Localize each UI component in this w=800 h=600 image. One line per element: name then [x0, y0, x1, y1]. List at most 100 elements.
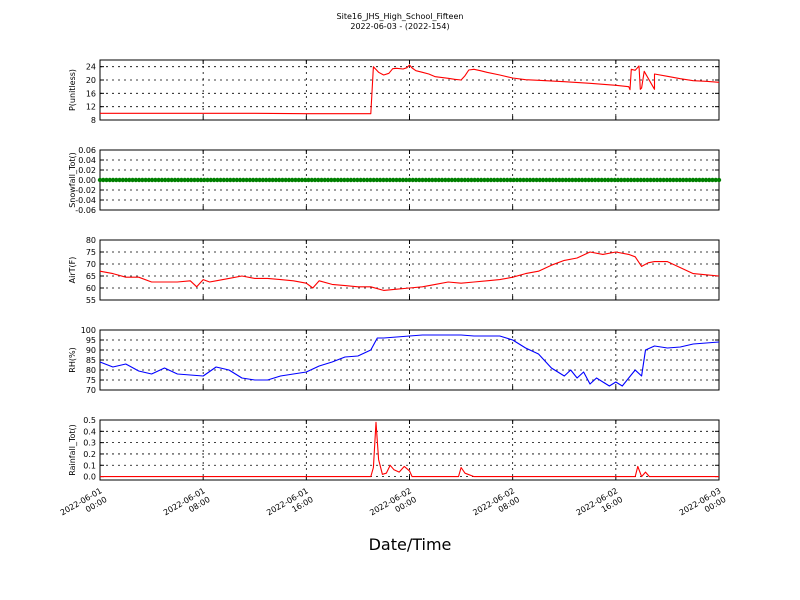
- data-point: [713, 177, 718, 183]
- data-point: [234, 177, 240, 183]
- data-point: [205, 177, 210, 183]
- series-snowfall: [97, 177, 722, 183]
- data-point: [680, 177, 686, 183]
- data-point: [596, 177, 601, 183]
- data-point: [319, 177, 324, 183]
- data-point: [661, 177, 666, 183]
- data-point: [540, 177, 546, 183]
- data-point: [433, 177, 438, 183]
- data-point: [377, 177, 383, 183]
- data-point: [169, 177, 174, 183]
- data-point: [162, 177, 168, 183]
- data-point: [172, 177, 178, 183]
- data-point: [593, 177, 598, 183]
- data-point: [648, 177, 653, 183]
- data-point: [146, 177, 152, 183]
- data-point: [136, 177, 142, 183]
- data-point: [101, 177, 106, 183]
- data-point: [609, 177, 614, 183]
- data-point: [531, 177, 536, 183]
- data-point: [335, 177, 341, 183]
- data-point: [700, 177, 705, 183]
- y-tick-label: 12: [86, 103, 96, 112]
- data-point: [423, 177, 428, 183]
- data-point: [690, 177, 696, 183]
- data-point: [104, 177, 109, 183]
- y-tick-label: 80: [86, 366, 96, 375]
- data-point: [263, 177, 269, 183]
- data-point: [394, 177, 399, 183]
- data-point: [632, 177, 637, 183]
- data-point: [211, 177, 217, 183]
- y-tick-label: 0.04: [78, 156, 96, 165]
- data-point: [228, 177, 233, 183]
- data-point: [563, 177, 569, 183]
- data-point: [260, 177, 266, 183]
- data-point: [192, 177, 197, 183]
- data-point: [505, 177, 510, 183]
- y-tick-label: 0.1: [83, 461, 96, 470]
- data-point: [143, 177, 148, 183]
- data-point: [156, 177, 161, 183]
- data-point: [667, 177, 673, 183]
- data-point: [351, 177, 357, 183]
- data-point: [153, 177, 158, 183]
- data-point: [391, 177, 396, 183]
- y-tick-label: -0.06: [75, 206, 96, 215]
- data-point: [674, 177, 679, 183]
- y-tick-label: 0.2: [83, 450, 96, 459]
- data-point: [456, 177, 461, 183]
- data-point: [332, 177, 337, 183]
- series-line: [100, 421, 719, 478]
- data-point: [671, 177, 676, 183]
- data-point: [645, 177, 650, 183]
- data-point: [267, 177, 272, 183]
- data-point: [290, 177, 295, 183]
- data-point: [459, 177, 464, 183]
- data-point: [693, 177, 699, 183]
- data-point: [185, 177, 191, 183]
- data-point: [430, 177, 435, 183]
- data-point: [485, 177, 490, 183]
- data-point: [615, 177, 621, 183]
- data-point: [404, 177, 409, 183]
- data-point: [97, 177, 103, 183]
- data-point: [635, 177, 640, 183]
- panel-3: 55 60 65 70 75 80 AirT(F): [68, 236, 720, 305]
- data-point: [218, 177, 223, 183]
- data-point: [175, 177, 181, 183]
- data-point: [498, 177, 503, 183]
- data-point: [299, 177, 305, 183]
- data-point: [355, 177, 360, 183]
- data-point: [110, 177, 116, 183]
- data-point: [534, 177, 539, 183]
- data-point: [544, 177, 549, 183]
- y-tick-label: 80: [86, 236, 96, 245]
- data-point: [664, 177, 670, 183]
- data-point: [452, 177, 458, 183]
- data-point: [410, 177, 415, 183]
- data-point: [527, 177, 533, 183]
- data-point: [312, 177, 318, 183]
- data-point: [358, 177, 363, 183]
- data-point: [325, 177, 331, 183]
- data-point: [439, 177, 445, 183]
- data-point: [482, 177, 487, 183]
- data-point: [166, 177, 171, 183]
- data-point: [127, 177, 132, 183]
- data-point: [381, 177, 386, 183]
- data-point: [283, 177, 288, 183]
- data-point: [221, 177, 226, 183]
- data-point: [231, 177, 236, 183]
- series-line: [99, 334, 720, 387]
- data-point: [413, 177, 419, 183]
- data-point: [511, 177, 516, 183]
- data-point: [348, 177, 354, 183]
- data-point: [179, 177, 184, 183]
- data-point: [602, 177, 608, 183]
- data-point: [273, 177, 279, 183]
- data-point: [514, 177, 520, 183]
- data-point: [495, 177, 500, 183]
